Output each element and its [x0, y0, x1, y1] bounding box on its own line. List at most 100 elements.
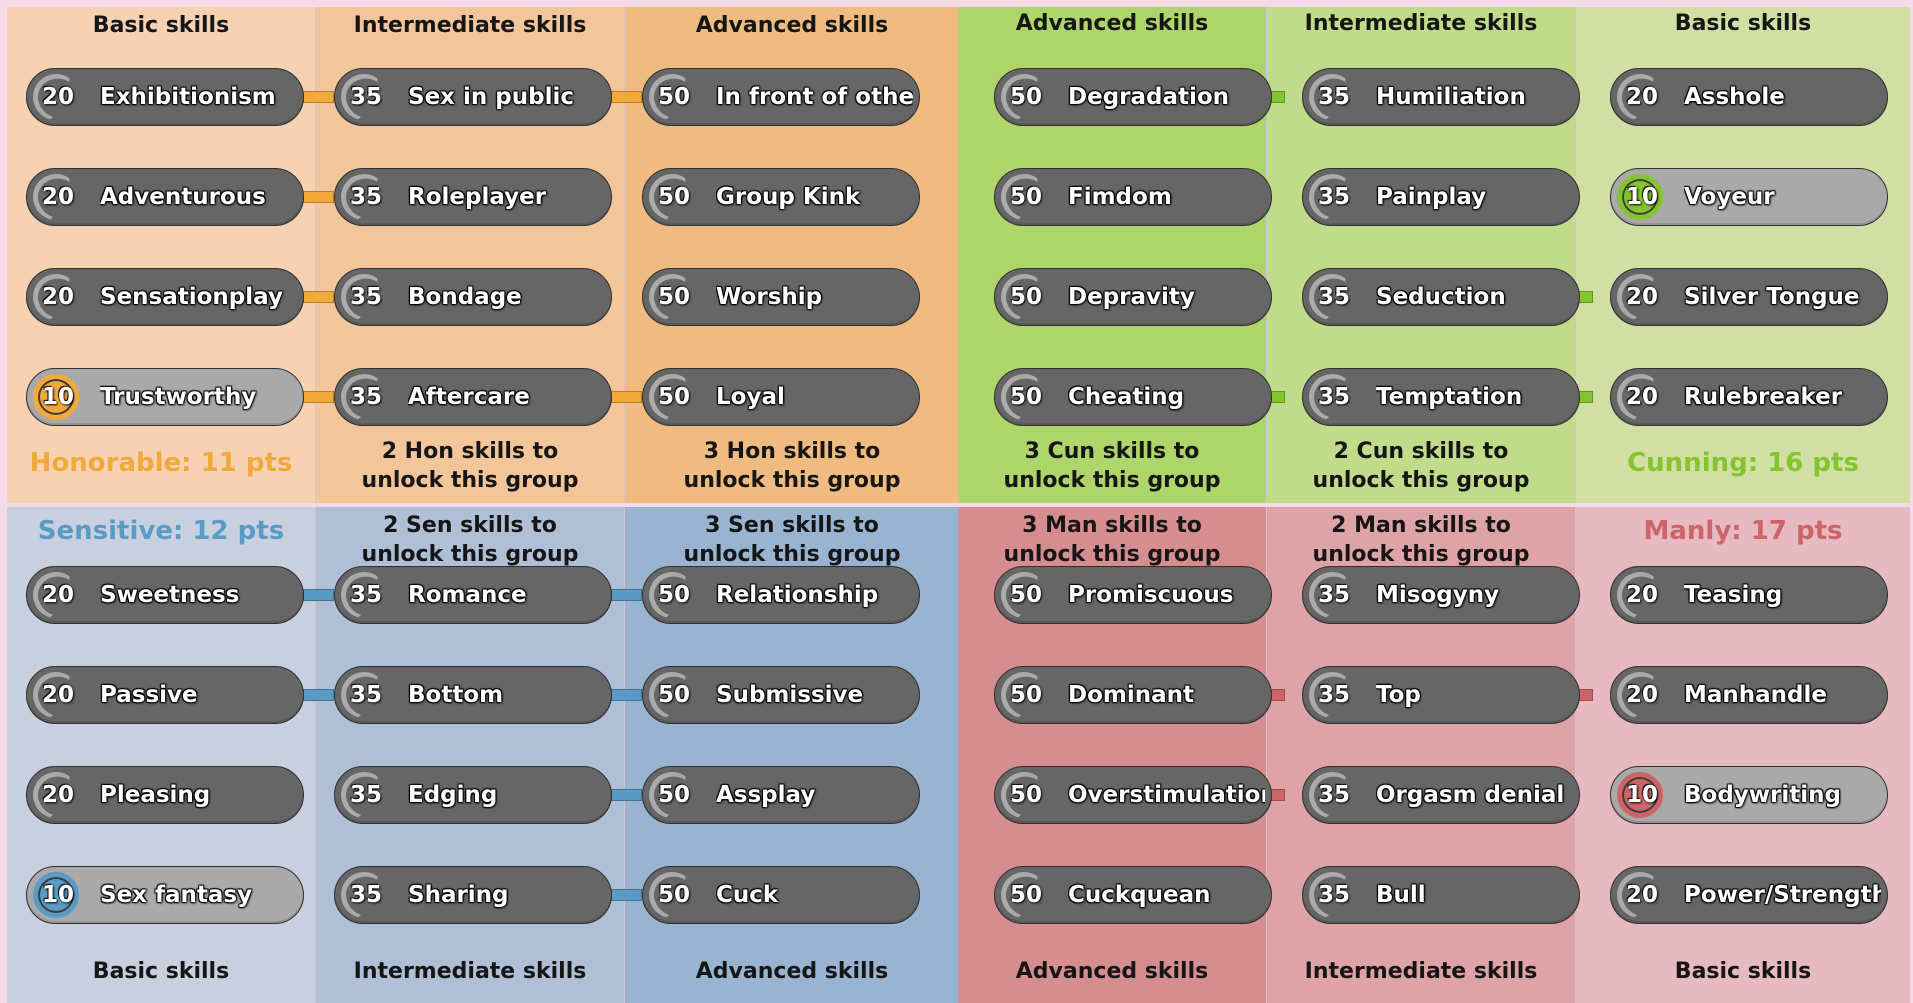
skill-loyal[interactable]: 50 Loyal [642, 367, 920, 427]
skill-name: Pleasing [100, 782, 211, 808]
column-divider [1266, 507, 1267, 1003]
skill-submissive[interactable]: 50 Submissive [642, 665, 920, 725]
skill-connector [611, 91, 642, 103]
skill-trustworthy[interactable]: 10 Trustworthy [26, 368, 304, 426]
skill-orgasm-denial[interactable]: 35 Orgasm denial [1302, 765, 1580, 825]
skill-name: Cheating [1068, 384, 1185, 410]
skill-in-front-of-others[interactable]: 50 In front of others [642, 67, 920, 127]
skill-manhandle[interactable]: 20 Manhandle [1610, 665, 1888, 725]
skill-name: Dominant [1068, 682, 1195, 708]
skill-sharing[interactable]: 35 Sharing [334, 865, 612, 925]
skill-promiscuous[interactable]: 50 Promiscuous [994, 565, 1272, 625]
skill-name: Cuck [716, 882, 779, 908]
skill-name: Manhandle [1684, 682, 1827, 708]
skill-cost: 35 [349, 582, 382, 608]
honorable-intermediate-unlock-note: 2 Hon skills to unlock this group [361, 439, 579, 493]
skill-cost: 20 [41, 184, 74, 210]
skill-cost: 35 [349, 384, 382, 410]
skill-cost: 20 [1625, 384, 1658, 410]
skill-cost: 50 [1009, 582, 1042, 608]
skill-roleplayer[interactable]: 35 Roleplayer [334, 167, 612, 227]
skill-bodywriting[interactable]: 10 Bodywriting [1610, 766, 1888, 824]
skill-sex-fantasy[interactable]: 10 Sex fantasy [26, 866, 304, 924]
skill-bull[interactable]: 35 Bull [1302, 865, 1580, 925]
skill-dominant[interactable]: 50 Dominant [994, 665, 1272, 725]
skill-cost: 35 [1317, 682, 1350, 708]
skill-name: Asshole [1684, 84, 1785, 110]
skill-cost: 20 [41, 782, 74, 808]
cunning-points-label: Cunning: 16 pts [1627, 448, 1859, 478]
skill-worship[interactable]: 50 Worship [642, 267, 920, 327]
skill-sex-in-public[interactable]: 35 Sex in public [334, 67, 612, 127]
skill-name: Voyeur [1684, 184, 1775, 210]
cunning-advanced-header: Advanced skills [1015, 11, 1209, 36]
skill-rulebreaker[interactable]: 20 Rulebreaker [1610, 367, 1888, 427]
skill-cost: 50 [1009, 84, 1042, 110]
skill-connector [303, 589, 334, 601]
skill-misogyny[interactable]: 35 Misogyny [1302, 565, 1580, 625]
skill-cost: 35 [349, 84, 382, 110]
skill-name: Sex fantasy [100, 882, 253, 908]
skill-cost: 50 [1009, 284, 1042, 310]
skill-name: Teasing [1684, 582, 1783, 608]
skill-bottom[interactable]: 35 Bottom [334, 665, 612, 725]
skill-name: Group Kink [716, 184, 861, 210]
skill-passive[interactable]: 20 Passive [26, 665, 304, 725]
skill-exhibitionism[interactable]: 20 Exhibitionism [26, 67, 304, 127]
skill-name: Sweetness [100, 582, 240, 608]
skill-name: Cuckquean [1068, 882, 1211, 908]
manly-advanced-unlock-note: 3 Man skills to unlock this group [1003, 513, 1221, 567]
skill-edging[interactable]: 35 Edging [334, 765, 612, 825]
skill-power-strength[interactable]: 20 Power/Strength [1610, 865, 1888, 925]
skill-adventurous[interactable]: 20 Adventurous [26, 167, 304, 227]
skill-silver-tongue[interactable]: 20 Silver Tongue [1610, 267, 1888, 327]
skill-name: Humiliation [1376, 84, 1526, 110]
skill-cost: 20 [1625, 582, 1658, 608]
skill-seduction[interactable]: 35 Seduction [1302, 267, 1580, 327]
skill-cost: 20 [41, 682, 74, 708]
skill-depravity[interactable]: 50 Depravity [994, 267, 1272, 327]
skill-sensationplay[interactable]: 20 Sensationplay [26, 267, 304, 327]
skill-humiliation[interactable]: 35 Humiliation [1302, 67, 1580, 127]
sensitive-points-label: Sensitive: 12 pts [37, 516, 285, 546]
skill-painplay[interactable]: 35 Painplay [1302, 167, 1580, 227]
skill-cost: 35 [349, 882, 382, 908]
skill-voyeur[interactable]: 10 Voyeur [1610, 168, 1888, 226]
skill-cheating[interactable]: 50 Cheating [994, 367, 1272, 427]
skill-cuckquean[interactable]: 50 Cuckquean [994, 865, 1272, 925]
skill-bondage[interactable]: 35 Bondage [334, 267, 612, 327]
skill-cost: 35 [1317, 84, 1350, 110]
skill-fimdom[interactable]: 50 Fimdom [994, 167, 1272, 227]
skill-connector [611, 589, 642, 601]
skill-cuck[interactable]: 50 Cuck [642, 865, 920, 925]
column-divider [1575, 507, 1576, 1003]
sensitive-intermediate-header: Intermediate skills [353, 959, 587, 984]
skill-pleasing[interactable]: 20 Pleasing [26, 765, 304, 825]
skill-top[interactable]: 35 Top [1302, 665, 1580, 725]
skill-sweetness[interactable]: 20 Sweetness [26, 565, 304, 625]
skill-name: Degradation [1068, 84, 1230, 110]
skill-temptation[interactable]: 35 Temptation [1302, 367, 1580, 427]
sensitive-intermediate-unlock-note: 2 Sen skills to unlock this group [361, 513, 579, 567]
column-divider [624, 507, 625, 1003]
skill-overstimulation[interactable]: 50 Overstimulation [994, 765, 1272, 825]
skill-aftercare[interactable]: 35 Aftercare [334, 367, 612, 427]
skill-teasing[interactable]: 20 Teasing [1610, 565, 1888, 625]
skill-assplay[interactable]: 50 Assplay [642, 765, 920, 825]
skill-group-kink[interactable]: 50 Group Kink [642, 167, 920, 227]
skill-romance[interactable]: 35 Romance [334, 565, 612, 625]
skill-relationship[interactable]: 50 Relationship [642, 565, 920, 625]
skill-name: Trustworthy [100, 384, 257, 410]
skill-connector [611, 391, 642, 403]
skill-cost: 35 [1317, 582, 1350, 608]
skill-name: Overstimulation [1068, 782, 1265, 808]
skill-cost: 10 [1625, 782, 1658, 808]
skill-cost: 35 [349, 184, 382, 210]
honorable-intermediate-header: Intermediate skills [353, 13, 587, 38]
skill-cost: 50 [657, 84, 690, 110]
skill-degradation[interactable]: 50 Degradation [994, 67, 1272, 127]
skill-name: Temptation [1376, 384, 1523, 410]
skill-cost: 50 [657, 184, 690, 210]
skill-asshole[interactable]: 20 Asshole [1610, 67, 1888, 127]
sensitive-basic-header: Basic skills [92, 959, 230, 984]
